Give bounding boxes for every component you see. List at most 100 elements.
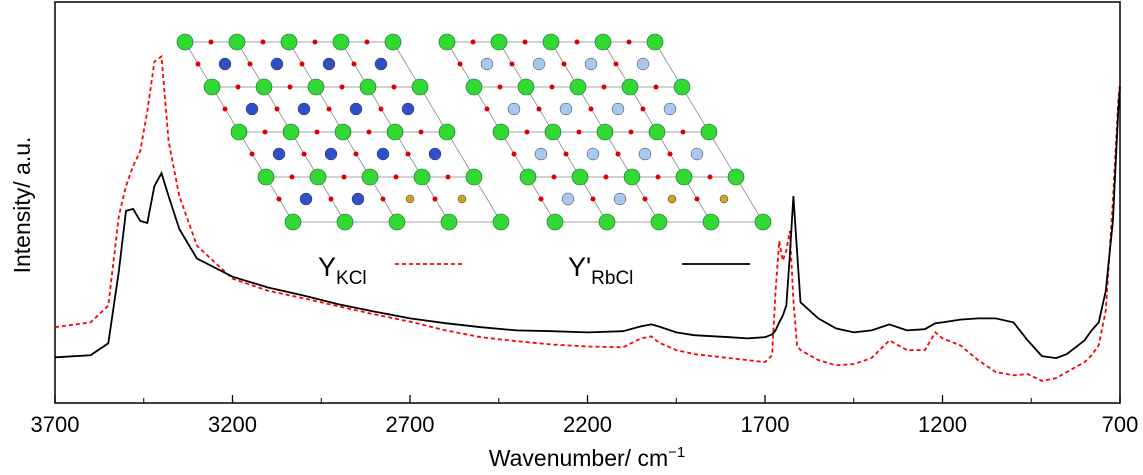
atom-cation [322, 57, 336, 71]
atom-cation [507, 102, 521, 116]
atom-o [445, 174, 451, 180]
atom-o [538, 196, 544, 202]
atom-cl [544, 123, 562, 141]
atom-cl [388, 213, 406, 231]
atom-o [341, 174, 347, 180]
atom-cation [690, 147, 704, 161]
atom-cl [517, 78, 535, 96]
atom-cl [702, 213, 720, 231]
atom-cl [596, 123, 614, 141]
atom-o [366, 129, 372, 135]
atom-cl [307, 78, 325, 96]
atom-cl [438, 33, 456, 51]
atom-o [640, 106, 646, 112]
atom-o [378, 106, 384, 112]
atom-cation [245, 102, 259, 116]
atom-cation [480, 57, 494, 71]
atom-cl [546, 213, 564, 231]
atom-cl [465, 78, 483, 96]
atom-cl [598, 213, 616, 231]
atom-cl [490, 33, 508, 51]
atom-o [222, 106, 228, 112]
atom-o [524, 129, 530, 135]
atom-cl [336, 213, 354, 231]
atom-cl [257, 168, 275, 186]
atom-o [536, 106, 542, 112]
atom-o [262, 129, 268, 135]
atom-cation [584, 57, 598, 71]
atom-o [249, 151, 255, 157]
atom-cation [428, 147, 442, 161]
atom-o [351, 61, 357, 67]
atom-o [195, 61, 201, 67]
atom-h [667, 194, 677, 204]
atom-o [653, 84, 659, 90]
atom-cl [700, 123, 718, 141]
atom-o [603, 174, 609, 180]
legend-label: Y'RbCl [568, 252, 633, 289]
atom-cl [384, 33, 402, 51]
spectrum-line [54, 86, 1121, 360]
x-tick-label: 700 [1102, 412, 1139, 437]
atom-o [326, 106, 332, 112]
atom-o [590, 196, 596, 202]
atom-cation [272, 147, 286, 161]
atom-cation [270, 57, 284, 71]
atom-cl [440, 213, 458, 231]
atom-cation [324, 147, 338, 161]
atom-o [432, 196, 438, 202]
atom-cation [374, 57, 388, 71]
atom-o [276, 196, 282, 202]
atom-cation [636, 57, 650, 71]
atom-o [391, 84, 397, 90]
atom-cation [297, 102, 311, 116]
atom-o [655, 174, 661, 180]
atom-cl [332, 33, 350, 51]
atom-cl [569, 78, 587, 96]
atom-o [484, 106, 490, 112]
x-axis-label: Wavenumber/ cm−1 [489, 444, 685, 471]
atom-cl [571, 168, 589, 186]
atom-cl [334, 123, 352, 141]
atom-cation [401, 102, 415, 116]
atom-cl [492, 123, 510, 141]
x-tick-label: 3700 [31, 412, 80, 437]
atom-cation [532, 57, 546, 71]
atom-h [457, 194, 467, 204]
atom-cl [727, 168, 745, 186]
atom-h [405, 194, 415, 204]
legend-subscript: KCl [336, 268, 367, 289]
atom-cl [621, 78, 639, 96]
atom-cl [646, 33, 664, 51]
atom-o [260, 39, 266, 45]
atom-cl [411, 78, 429, 96]
atom-o [551, 174, 557, 180]
y-axis-label: Intensity/ a.u. [9, 137, 35, 274]
atom-cl [230, 123, 248, 141]
spectrum-line [54, 54, 1121, 382]
atom-cl [255, 78, 273, 96]
crystal-inset [176, 33, 772, 231]
atom-o [328, 196, 334, 202]
atom-o [613, 61, 619, 67]
atom-o [694, 196, 700, 202]
atom-cl [675, 168, 693, 186]
atom-cl [203, 78, 221, 96]
atom-cation [613, 192, 627, 206]
atom-cl [465, 168, 483, 186]
atom-o [470, 39, 476, 45]
x-tick-label: 1700 [741, 412, 790, 437]
atom-cl [280, 33, 298, 51]
atom-o [563, 151, 569, 157]
atom-cation [638, 147, 652, 161]
atom-o [418, 129, 424, 135]
atom-o [405, 151, 411, 157]
atom-cl [361, 168, 379, 186]
x-tick-label: 2700 [386, 412, 435, 437]
atom-o [312, 39, 318, 45]
atom-cl [519, 168, 537, 186]
atom-o [301, 151, 307, 157]
atom-cation [218, 57, 232, 71]
x-tick-label: 1200 [918, 412, 967, 437]
